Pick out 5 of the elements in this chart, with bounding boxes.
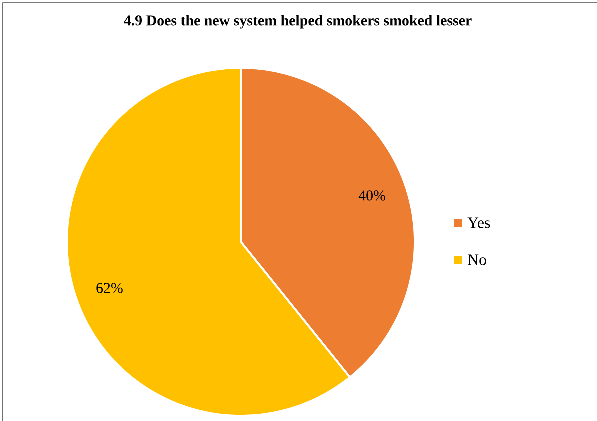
data-label: 62% — [96, 283, 123, 294]
legend-label: No — [468, 254, 486, 266]
legend-label: Yes — [468, 218, 490, 228]
chart-title: 4.9 Does the new system helped smokers smoked lesser — [124, 15, 472, 29]
data-label: 40% — [358, 190, 386, 201]
